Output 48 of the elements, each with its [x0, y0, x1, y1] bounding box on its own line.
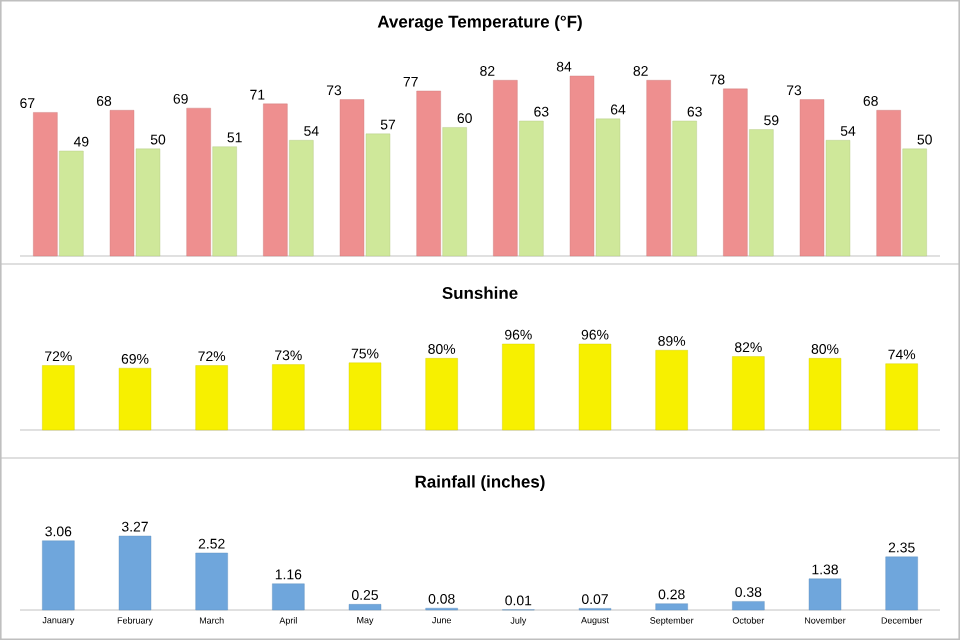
bar	[655, 350, 688, 431]
bar	[118, 535, 152, 611]
bar	[732, 601, 765, 611]
bar	[109, 110, 135, 257]
bar	[502, 343, 535, 431]
bar	[808, 358, 842, 431]
bar	[732, 356, 765, 431]
bar	[749, 129, 774, 257]
bar	[289, 140, 314, 257]
bar	[272, 364, 305, 431]
bar	[723, 88, 748, 257]
bar	[272, 583, 305, 611]
bar	[59, 150, 84, 257]
chart-title: Sunshine	[442, 286, 518, 300]
bar	[186, 107, 211, 257]
bar	[655, 603, 688, 611]
bar	[33, 112, 58, 257]
bar	[348, 604, 382, 611]
bar	[902, 148, 927, 257]
bar	[135, 148, 161, 257]
chart-title: Average Temperature (°F)	[377, 15, 582, 31]
bar	[365, 133, 391, 257]
bar	[263, 103, 288, 257]
bar	[493, 80, 518, 257]
bar	[808, 578, 842, 611]
bar	[442, 127, 467, 257]
bar	[416, 90, 441, 257]
chart-title: Rainfall (inches)	[415, 475, 545, 491]
bar	[885, 363, 918, 431]
bar	[118, 368, 152, 431]
bar	[876, 110, 901, 257]
bar	[825, 140, 851, 257]
bar	[339, 99, 365, 257]
bar	[646, 80, 671, 257]
bar	[578, 343, 612, 431]
bar	[212, 146, 237, 257]
bar	[195, 365, 228, 431]
bar	[348, 362, 382, 431]
bar	[569, 75, 595, 257]
bar	[42, 365, 75, 431]
bar	[425, 358, 458, 431]
bar	[672, 120, 697, 257]
bar	[595, 118, 621, 257]
bar	[42, 540, 75, 611]
bar	[519, 120, 544, 257]
bar	[799, 99, 825, 257]
bar	[885, 556, 918, 611]
bar	[195, 552, 228, 611]
